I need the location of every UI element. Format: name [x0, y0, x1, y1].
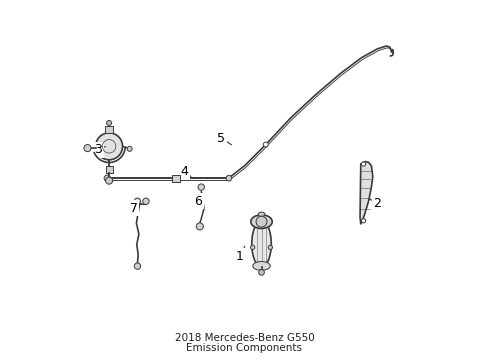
Circle shape [361, 162, 365, 166]
Ellipse shape [251, 221, 271, 267]
Circle shape [258, 270, 264, 275]
Ellipse shape [250, 215, 272, 229]
Circle shape [104, 175, 110, 181]
Text: Emission Components: Emission Components [186, 343, 302, 354]
Circle shape [134, 198, 141, 204]
Bar [105, 126, 113, 133]
Text: 4: 4 [180, 165, 188, 177]
Circle shape [250, 245, 254, 249]
Circle shape [198, 184, 204, 190]
Circle shape [361, 219, 365, 223]
Circle shape [134, 263, 141, 269]
Circle shape [96, 133, 122, 160]
Bar [105, 166, 112, 173]
Text: 2018 Mercedes-Benz G550: 2018 Mercedes-Benz G550 [174, 333, 314, 343]
Bar [171, 175, 179, 182]
Circle shape [256, 216, 266, 227]
Text: 6: 6 [194, 195, 202, 208]
Circle shape [127, 146, 132, 151]
Circle shape [268, 245, 272, 249]
Ellipse shape [252, 261, 270, 270]
Circle shape [142, 198, 149, 204]
Circle shape [84, 145, 91, 152]
Text: 1: 1 [235, 250, 243, 263]
Text: 7: 7 [130, 202, 138, 215]
Circle shape [105, 177, 112, 184]
Circle shape [225, 175, 231, 181]
Text: 3: 3 [94, 143, 102, 156]
Polygon shape [359, 162, 372, 224]
Circle shape [106, 121, 111, 125]
Text: 2: 2 [373, 197, 381, 210]
Circle shape [196, 223, 203, 230]
Text: 5: 5 [217, 132, 225, 145]
Circle shape [263, 142, 268, 147]
Ellipse shape [258, 212, 264, 216]
